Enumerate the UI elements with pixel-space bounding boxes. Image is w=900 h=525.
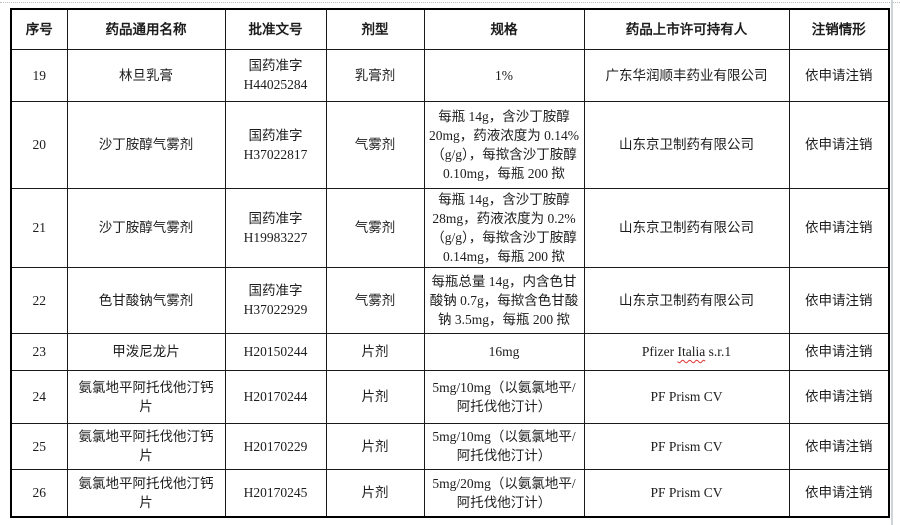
cell-name: 色甘酸钠气雾剂	[66, 266, 226, 334]
column-header-status: 注销情形	[788, 8, 890, 50]
cell-serial: 24	[10, 369, 68, 424]
cell-spec: 5mg/20mg（以氨氯地平/ 阿托伐他汀计）	[423, 468, 585, 518]
cell-form: 片剂	[325, 332, 425, 371]
cell-approval: H20170244	[224, 369, 327, 424]
column-header-serial: 序号	[10, 8, 68, 50]
table-row: 23 甲泼尼龙片 H20150244 片剂 16mg Pfizer Italia s.r.…	[10, 332, 890, 371]
cell-spec: 每瓶 14g，含沙丁胺醇 20mg，药液浓度为 0.14% （g/g），每揿含沙…	[423, 100, 585, 189]
cell-spec: 16mg	[423, 332, 585, 371]
cell-holder: 山东京卫制药有限公司	[583, 187, 790, 268]
column-header-approval: 批准文号	[224, 8, 327, 50]
cell-approval: 国药准字 H37022817	[224, 100, 327, 189]
table-row: 26 氨氯地平阿托伐他汀钙 片 H20170245 片剂 5mg/20mg（以氨氯地平/…	[10, 468, 890, 518]
cell-serial: 23	[10, 332, 68, 371]
cell-name: 沙丁胺醇气雾剂	[66, 187, 226, 268]
text-boundary-right	[891, 0, 893, 525]
cell-spec: 1%	[423, 48, 585, 102]
cell-form: 片剂	[325, 369, 425, 424]
cell-serial: 25	[10, 422, 68, 470]
cell-form: 气雾剂	[325, 266, 425, 334]
cell-approval: H20170245	[224, 468, 327, 518]
cell-status: 依申请注销	[788, 187, 890, 268]
drug-table: 序号 药品通用名称 批准文号 剂型 规格 药品上市许可持有人 注销情形 19 林旦乳膏 国药准字…	[10, 8, 890, 518]
column-header-spec: 规格	[423, 8, 585, 50]
cell-spec: 5mg/10mg（以氨氯地平/ 阿托伐他汀计）	[423, 422, 585, 470]
table-body: 19 林旦乳膏 国药准字 H44025284 乳膏剂 1% 广东华润顺丰药业有限公司 依申请…	[10, 48, 890, 518]
cell-holder: PF Prism CV	[583, 468, 790, 518]
cell-serial: 19	[10, 48, 68, 102]
table-row: 21 沙丁胺醇气雾剂 国药准字 H19983227 气雾剂 每瓶 14g，含沙丁胺醇 2…	[10, 187, 890, 268]
column-header-name: 药品通用名称	[66, 8, 226, 50]
cell-holder: 山东京卫制药有限公司	[583, 266, 790, 334]
cell-status: 依申请注销	[788, 468, 890, 518]
spellcheck-underline: Italia	[677, 344, 706, 359]
table-header-row: 序号 药品通用名称 批准文号 剂型 规格 药品上市许可持有人 注销情形	[10, 8, 890, 50]
cell-holder: PF Prism CV	[583, 369, 790, 424]
cell-serial: 22	[10, 266, 68, 334]
cell-name: 甲泼尼龙片	[66, 332, 226, 371]
cell-status: 依申请注销	[788, 100, 890, 189]
text-boundary-top	[0, 2, 900, 3]
table-header: 序号 药品通用名称 批准文号 剂型 规格 药品上市许可持有人 注销情形	[10, 8, 890, 50]
cell-form: 气雾剂	[325, 100, 425, 189]
cell-approval: 国药准字 H19983227	[224, 187, 327, 268]
cell-name: 沙丁胺醇气雾剂	[66, 100, 226, 189]
cell-holder: PF Prism CV	[583, 422, 790, 470]
cell-status: 依申请注销	[788, 422, 890, 470]
cell-status: 依申请注销	[788, 266, 890, 334]
table-row: 22 色甘酸钠气雾剂 国药准字 H37022929 气雾剂 每瓶总量 14g，内含色甘 …	[10, 266, 890, 334]
cell-status: 依申请注销	[788, 48, 890, 102]
cell-spec: 5mg/10mg（以氨氯地平/ 阿托伐他汀计）	[423, 369, 585, 424]
table-row: 20 沙丁胺醇气雾剂 国药准字 H37022817 气雾剂 每瓶 14g，含沙丁胺醇 2…	[10, 100, 890, 189]
cell-serial: 21	[10, 187, 68, 268]
cell-approval: 国药准字 H44025284	[224, 48, 327, 102]
cell-serial: 26	[10, 468, 68, 518]
cell-holder: 山东京卫制药有限公司	[583, 100, 790, 189]
cell-serial: 20	[10, 100, 68, 189]
cell-form: 乳膏剂	[325, 48, 425, 102]
cell-status: 依申请注销	[788, 369, 890, 424]
cell-name: 林旦乳膏	[66, 48, 226, 102]
cell-approval: H20150244	[224, 332, 327, 371]
column-header-holder: 药品上市许可持有人	[583, 8, 790, 50]
cell-name: 氨氯地平阿托伐他汀钙 片	[66, 468, 226, 518]
cell-spec: 每瓶 14g，含沙丁胺醇 28mg，药液浓度为 0.2% （g/g），每揿含沙丁…	[423, 187, 585, 268]
cell-form: 气雾剂	[325, 187, 425, 268]
column-header-form: 剂型	[325, 8, 425, 50]
cell-spec: 每瓶总量 14g，内含色甘 酸钠 0.7g，每揿含色甘酸 钠 3.5mg，每瓶 …	[423, 266, 585, 334]
cell-holder: 广东华润顺丰药业有限公司	[583, 48, 790, 102]
cell-name: 氨氯地平阿托伐他汀钙 片	[66, 422, 226, 470]
cell-name: 氨氯地平阿托伐他汀钙 片	[66, 369, 226, 424]
cell-form: 片剂	[325, 468, 425, 518]
cell-approval: H20170229	[224, 422, 327, 470]
cell-approval: 国药准字 H37022929	[224, 266, 327, 334]
table-row: 19 林旦乳膏 国药准字 H44025284 乳膏剂 1% 广东华润顺丰药业有限公司 依申请…	[10, 48, 890, 102]
table-row: 25 氨氯地平阿托伐他汀钙 片 H20170229 片剂 5mg/10mg（以氨氯地平/…	[10, 422, 890, 470]
cell-status: 依申请注销	[788, 332, 890, 371]
cell-form: 片剂	[325, 422, 425, 470]
cell-holder: Pfizer Italia s.r.1	[583, 332, 790, 371]
table-row: 24 氨氯地平阿托伐他汀钙 片 H20170244 片剂 5mg/10mg（以氨氯地平/…	[10, 369, 890, 424]
